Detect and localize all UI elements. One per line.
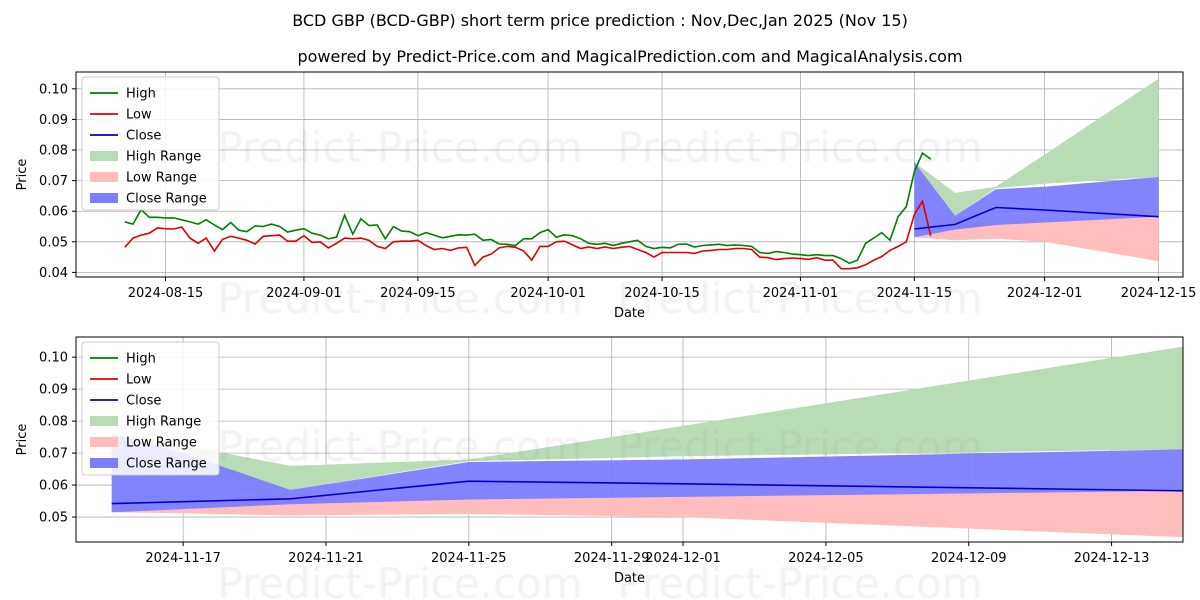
legend-swatch-patch (90, 172, 118, 182)
x-tick-label: 2024-11-15 (877, 286, 953, 301)
legend-label: High Range (126, 150, 201, 165)
bottom-panel: Predict-Price.com Predict-Price.com Predic… (15, 336, 1184, 600)
low-range-band (111, 490, 1183, 538)
legend-label: High (126, 87, 156, 102)
x-tick-label: 2024-11-01 (763, 286, 839, 301)
y-tick-label: 0.07 (39, 447, 68, 462)
watermark-text: Predict-Price.com (617, 123, 982, 172)
y-tick-label: 0.09 (39, 383, 68, 398)
x-tick-label: 2024-10-15 (624, 286, 700, 301)
legend-label: Close Range (126, 192, 207, 207)
legend-swatch-patch (90, 151, 118, 161)
x-tick-label: 2024-11-25 (431, 551, 507, 566)
legend: High Low Close High Range Low Range Close Ran… (81, 76, 220, 211)
x-axis-label: Date (614, 306, 645, 321)
high-line (124, 151, 932, 265)
x-tick-label: 2024-08-15 (128, 286, 204, 301)
top-panel: Predict-Price.com Predict-Price.com Predic… (15, 71, 1197, 323)
legend-label: Close (126, 129, 161, 144)
close-range-band (111, 433, 1183, 513)
x-tick-label: 2024-12-13 (1074, 551, 1150, 566)
legend-swatch-patch (90, 458, 118, 468)
chart-title: BCD GBP (BCD-GBP) short term price predi… (292, 11, 908, 30)
y-tick-label: 0.08 (39, 144, 68, 159)
close-forecast-line (914, 206, 1159, 230)
legend-swatch-patch (90, 416, 118, 426)
close-forecast-line (111, 480, 1183, 505)
x-tick-label: 2024-09-15 (380, 286, 456, 301)
legend-swatch-patch (90, 193, 118, 203)
high-range-band (914, 78, 1159, 230)
y-axis-label: Price (15, 424, 30, 456)
chart-subtitle: powered by Predict-Price.com and Magical… (297, 47, 962, 66)
high-range-band (111, 346, 1183, 505)
legend-label: Low (126, 373, 152, 388)
y-tick-label: 0.10 (39, 82, 68, 97)
x-tick-label: 2024-12-09 (931, 551, 1007, 566)
watermark-text: Predict-Price.com (617, 559, 982, 600)
low-range-band (914, 216, 1159, 262)
legend-swatch-patch (90, 437, 118, 447)
x-tick-label: 2024-12-15 (1121, 286, 1197, 301)
watermark-text: Predict-Price.com (217, 274, 582, 323)
watermark-group: Predict-Price.com Predict-Price.com Predic… (217, 123, 982, 323)
watermark-group: Predict-Price.com Predict-Price.com Predic… (217, 422, 982, 600)
plot-area (76, 337, 1183, 542)
y-tick-label: 0.05 (39, 511, 68, 526)
plot-area (76, 72, 1183, 277)
x-tick-label: 2024-09-01 (266, 286, 342, 301)
legend-label: Low Range (126, 171, 197, 186)
legend-label: High (126, 352, 156, 367)
legend-label: High Range (126, 415, 201, 430)
close-range-band (914, 162, 1159, 238)
legend-label: Close (126, 394, 161, 409)
x-tick-label: 2024-11-29 (574, 551, 650, 566)
axes-frame (75, 71, 1184, 278)
x-tick-label: 2024-11-21 (288, 551, 364, 566)
legend-label: Close Range (126, 457, 207, 472)
watermark-text: Predict-Price.com (217, 422, 582, 471)
x-axis-label: Date (614, 571, 645, 586)
watermark-text: Predict-Price.com (217, 123, 582, 172)
legend-label: Low (126, 108, 152, 123)
y-tick-label: 0.09 (39, 113, 68, 128)
legend: High Low Close High Range Low Range Close Ran… (81, 341, 220, 476)
legend-label: Low Range (126, 436, 197, 451)
y-tick-label: 0.08 (39, 415, 68, 430)
x-tick-label: 2024-11-17 (145, 551, 221, 566)
axes-frame (75, 336, 1184, 543)
x-tick-label: 2024-10-01 (510, 286, 586, 301)
low-line (124, 199, 932, 270)
y-tick-label: 0.04 (39, 266, 68, 281)
watermark-text: Predict-Price.com (217, 559, 582, 600)
watermark-text: Predict-Price.com (617, 422, 982, 471)
y-axis-label: Price (15, 159, 30, 191)
x-tick-label: 2024-12-01 (645, 551, 721, 566)
watermark-text: Predict-Price.com (617, 274, 982, 323)
y-tick-label: 0.06 (39, 205, 68, 220)
x-tick-label: 2024-12-01 (1007, 286, 1083, 301)
x-tick-label: 2024-12-05 (788, 551, 864, 566)
y-tick-label: 0.05 (39, 235, 68, 250)
y-tick-label: 0.07 (39, 174, 68, 189)
y-tick-label: 0.06 (39, 479, 68, 494)
y-tick-label: 0.10 (39, 351, 68, 366)
